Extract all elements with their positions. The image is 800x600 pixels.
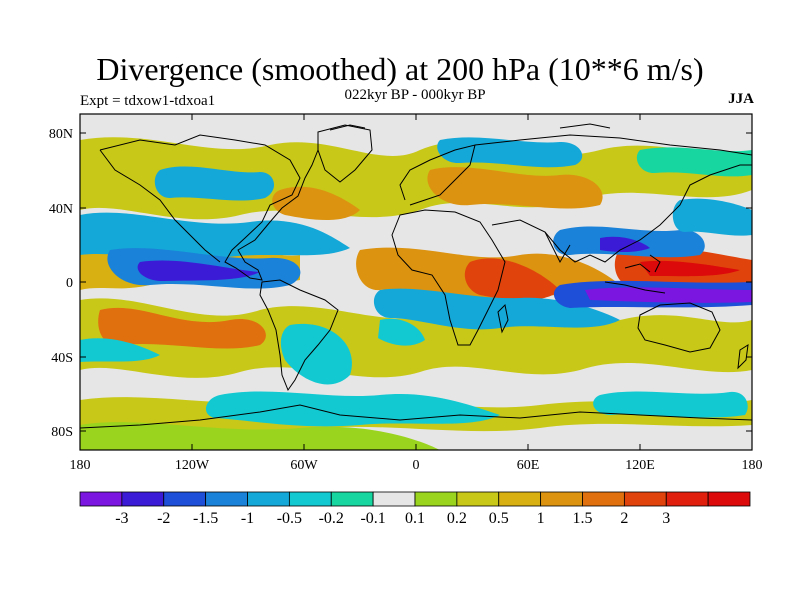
lat-tick-80s: 80S	[51, 425, 73, 440]
lat-tick-80n: 80N	[49, 127, 73, 142]
colorbar-swatch	[79, 491, 123, 507]
lon-tick-180w: 180	[70, 458, 91, 473]
colorbar-swatch	[163, 491, 207, 507]
colorbar-label: 1.5	[573, 510, 593, 527]
colorbar-label: 1	[537, 510, 545, 527]
colorbar-label: -2	[157, 510, 170, 527]
coastlines	[80, 123, 752, 429]
colorbar-label: -0.2	[319, 510, 344, 527]
colorbar-label: 0.5	[489, 510, 509, 527]
colorbar-label: 2	[620, 510, 628, 527]
lon-tick-180e: 180	[742, 458, 763, 473]
colorbar-label: 3	[662, 510, 670, 527]
lon-tick-60w: 60W	[290, 458, 318, 473]
lon-tick-120w: 120W	[175, 458, 210, 473]
map-title: Divergence (smoothed) at 200 hPa (10**6 …	[96, 51, 704, 87]
colorbar-label: -3	[115, 510, 128, 527]
colorbar-swatch	[288, 491, 332, 507]
field-layer	[80, 114, 752, 450]
colorbar-swatch	[707, 491, 751, 507]
lon-tick-120e: 120E	[625, 458, 655, 473]
colorbar-label: -0.5	[277, 510, 302, 527]
colorbar: -3 -2 -1.5 -1 -0.5 -0.2 -0.1 0.1 0.2 0.5 1 1.5 2 3	[79, 491, 751, 527]
colorbar-swatch	[582, 491, 625, 507]
colorbar-swatch	[456, 491, 500, 507]
colorbar-swatch	[498, 491, 542, 507]
colorbar-label: -0.1	[360, 510, 385, 527]
colorbar-swatch	[205, 491, 248, 507]
lat-tick-40n: 40N	[49, 202, 73, 217]
colorbar-swatch	[330, 491, 374, 507]
lat-tick-0: 0	[66, 276, 73, 291]
colorbar-swatch	[414, 491, 458, 507]
colorbar-label: 0.1	[405, 510, 425, 527]
colorbar-swatch	[247, 491, 290, 507]
colorbar-swatch	[665, 491, 709, 507]
lon-tick-0: 0	[413, 458, 420, 473]
colorbar-label: 0.2	[447, 510, 467, 527]
colorbar-label: -1	[241, 510, 254, 527]
map-subtitle: 022kyr BP - 000kyr BP	[344, 87, 486, 103]
lat-tick-40s: 40S	[51, 351, 73, 366]
colorbar-label: -1.5	[193, 510, 218, 527]
colorbar-swatch	[372, 491, 416, 507]
lon-tick-60e: 60E	[517, 458, 540, 473]
colorbar-swatch	[540, 491, 583, 507]
season-label: JJA	[728, 91, 754, 107]
tick-marks	[80, 114, 752, 450]
experiment-label: Expt = tdxow1-tdxoa1	[80, 93, 216, 109]
colorbar-swatch	[623, 491, 667, 507]
colorbar-swatch	[121, 491, 165, 507]
